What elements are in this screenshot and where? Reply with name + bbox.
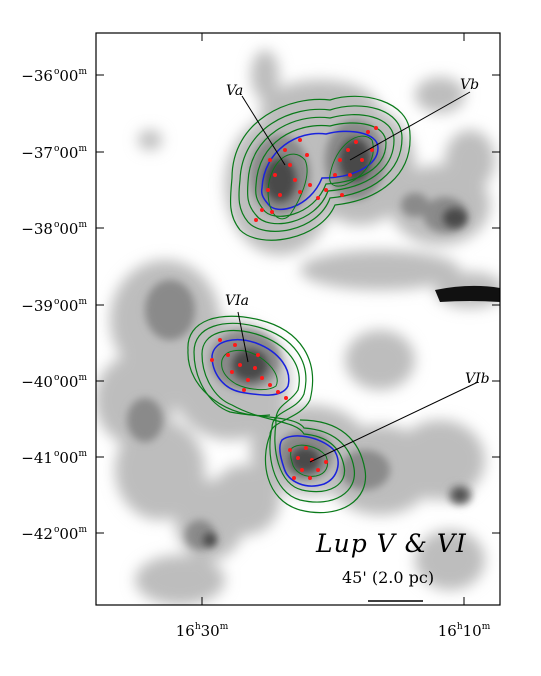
ra-tick-label: 16h30m bbox=[176, 622, 229, 640]
dec-tick-label: −41o00m bbox=[21, 449, 87, 467]
contour-v-core-b bbox=[329, 135, 374, 187]
contour-vi-core-b bbox=[290, 444, 329, 477]
contour-v-outer-3 bbox=[246, 114, 395, 225]
map-title: Lup V & VI bbox=[315, 529, 467, 558]
dec-tick-label: −36o00m bbox=[21, 67, 87, 85]
contour-vi-ring-1 bbox=[193, 322, 355, 503]
contour-v-core-a bbox=[267, 153, 308, 220]
region-label-va: Va bbox=[226, 83, 243, 99]
dec-tick-label: −38o00m bbox=[21, 220, 87, 238]
leader-vib bbox=[309, 381, 479, 463]
extinction-map bbox=[96, 50, 500, 605]
dec-tick-label: −42o00m bbox=[21, 525, 87, 543]
dec-tick-label: −37o00m bbox=[21, 144, 87, 162]
region-label-vib: VIb bbox=[465, 371, 490, 387]
contour-vi-ring-2 bbox=[201, 330, 346, 493]
dec-tick-label: −39o00m bbox=[21, 297, 87, 315]
contour-vi-blue-b bbox=[279, 435, 339, 487]
region-label-vb: Vb bbox=[460, 77, 479, 93]
contour-vi-core-a bbox=[221, 350, 278, 391]
contour-v-blue bbox=[260, 130, 379, 211]
region-label-via: VIa bbox=[225, 293, 249, 309]
region-leaders bbox=[237, 91, 479, 463]
dec-axis-labels: −36o00m −37o00m −38o00m −39o00m −40o00m … bbox=[21, 67, 87, 543]
tick-marks bbox=[96, 33, 500, 605]
leader-va bbox=[241, 95, 286, 166]
contours-v-complex bbox=[229, 95, 411, 241]
leader-via bbox=[237, 311, 249, 363]
leader-vb bbox=[349, 91, 471, 161]
contour-vi-blue-a bbox=[211, 339, 290, 396]
yso-markers bbox=[210, 126, 378, 480]
dec-tick-label: −40o00m bbox=[21, 373, 87, 391]
scale-bar-label: 45' (2.0 pc) bbox=[342, 568, 434, 587]
ra-axis-labels: 16h30m 16h10m bbox=[176, 622, 491, 640]
plot-frame bbox=[95, 32, 501, 606]
contours-vi-complex bbox=[187, 315, 367, 514]
contour-v-outer-2 bbox=[238, 105, 403, 232]
ra-tick-label: 16h10m bbox=[438, 622, 491, 640]
contour-v-outer-1 bbox=[229, 95, 411, 241]
